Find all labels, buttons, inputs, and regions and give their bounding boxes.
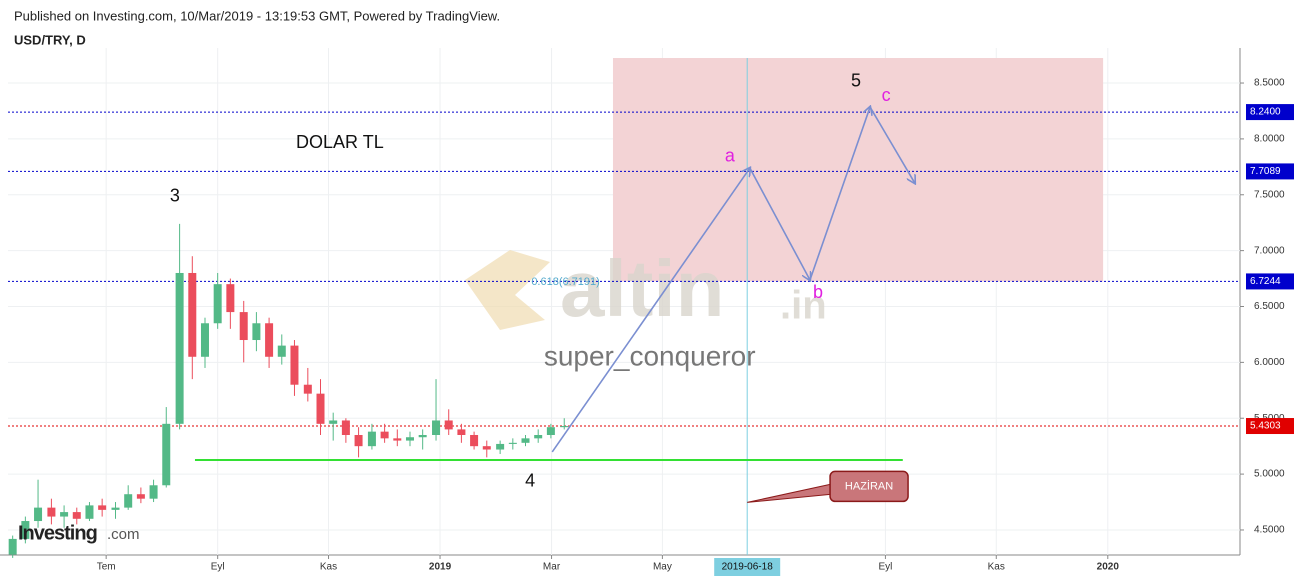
y-tick-label: 6.0000 [1254,357,1285,368]
candle-body [457,429,466,435]
x-tick-label: Tem [97,562,116,573]
candle-body [393,438,402,441]
candle-body [405,437,414,441]
candle-body [60,512,69,517]
y-tick-label: 5.0000 [1254,469,1285,480]
callout-box [829,470,909,503]
price-label-box [1246,418,1294,435]
candle-body [380,431,389,439]
price-label: 6.7244 [1250,276,1281,287]
published: Published on Investing.com, 10/Mar/2019 … [14,8,500,23]
candle-body [21,521,30,539]
y-tick-label: 7.0000 [1254,245,1285,256]
candle-body [239,312,248,341]
x-tick-label: 2019 [429,562,452,573]
x-tick-label: Eyl [878,562,892,573]
logo: Investing [18,522,97,544]
candle-body [482,446,491,450]
candle-body [534,434,543,439]
y-tick-label: 4.5000 [1254,525,1285,536]
callout-pointer [747,483,831,503]
x-tick-label: Kas [988,562,1005,573]
y-tick-label: 6.5000 [1254,301,1285,312]
candle-body [8,538,17,555]
annotation: super_conqueror [544,340,756,371]
candle-body [470,434,479,447]
x-tick-label: Kas [320,562,337,573]
y-tick-label: 7.5000 [1254,189,1285,200]
crosshair-label-box [714,558,781,576]
candle-body [47,507,56,517]
candle-body [316,393,325,424]
target-zone [612,58,1104,282]
watermark: .in [780,284,827,328]
candle-body [508,442,517,444]
price-label: 8.2400 [1250,107,1281,118]
crosshair-label: 2019-06-18 [722,562,774,573]
annotation: 0.618(6.7191) [531,276,600,288]
candle-body [111,507,120,510]
candle-body [98,505,107,510]
wave-arrow [749,167,810,280]
candle-body [444,420,453,430]
candle-body [200,323,209,357]
candle-body [329,420,338,424]
symbol: USD/TRY, D [14,32,86,47]
annotation: 5 [851,71,861,91]
candle-body [418,434,427,438]
annotation: 4 [525,471,535,491]
price-label: 5.4303 [1250,421,1281,432]
candle-body [290,345,299,385]
candle-body [432,420,441,435]
candle-body [124,494,133,508]
wave-arrow [809,107,870,281]
y-tick-label: 8.5000 [1254,78,1285,89]
x-tick-label: May [653,562,672,573]
x-tick-label: 2020 [1097,562,1120,573]
candle-body [354,434,363,447]
y-tick-label: 8.0000 [1254,134,1285,145]
annotation: a [725,146,736,166]
candle-body [546,427,555,435]
candle-body [367,431,376,447]
callout-text: HAZİRAN [845,479,893,492]
logo-suffix: .com [107,526,140,543]
annotation: DOLAR TL [296,132,384,152]
watermark-icon [465,250,550,330]
candle-body [213,284,222,324]
candle-body [72,512,81,519]
candle-body [277,345,286,357]
annotation: b [813,282,823,302]
candle-body [341,420,350,435]
price-label-box [1246,104,1294,121]
x-tick-label: Eyl [211,562,225,573]
candle-body [149,485,158,499]
price-label-box [1246,273,1294,290]
candle-body [521,438,530,443]
candle-body [136,494,145,499]
candle-body [252,323,261,341]
candle-body [162,423,171,486]
candle-body [85,505,94,519]
price-label-box [1246,163,1294,180]
annotation: c [882,85,891,105]
x-tick-label: Mar [543,562,561,573]
candle-body [226,284,235,313]
candle-body [175,272,184,424]
wave-arrow [869,106,915,183]
candle-body [560,426,569,428]
wave-arrow [551,168,750,453]
candle-body [265,323,274,357]
candle-body [496,443,505,450]
annotation: 3 [170,186,180,206]
candle-body [303,384,312,394]
candle-body [34,507,43,522]
watermark: altin [560,244,724,333]
candle-body [188,272,197,357]
price-label: 7.7089 [1250,166,1281,177]
